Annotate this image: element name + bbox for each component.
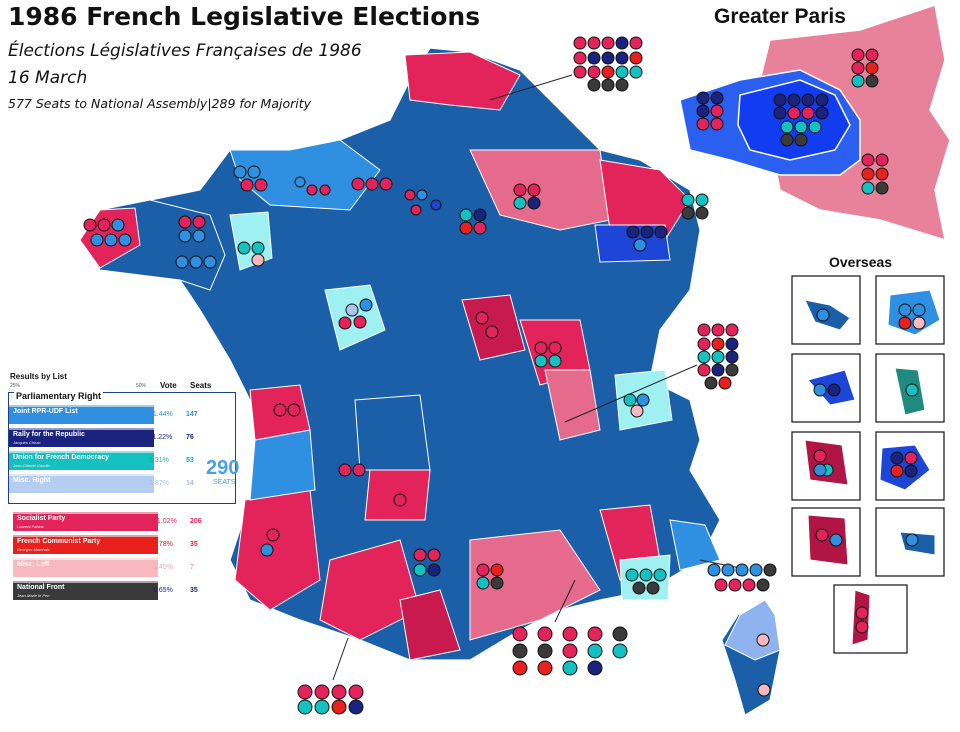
legend-col-vote: Vote: [160, 381, 177, 390]
region-rhone: [544, 369, 601, 441]
right-total-seats: 290: [206, 457, 240, 479]
party-vote-share: 11.22%: [149, 434, 173, 441]
party-seats: 7: [190, 564, 194, 571]
region-lorraine: [599, 159, 691, 241]
party-leader: Jean-Claude Gaudin: [13, 463, 50, 468]
row-bar-strip: [13, 512, 158, 514]
greater-paris-title: Greater Paris: [714, 5, 846, 28]
party-leader: Jean-Marie le Pen: [17, 593, 50, 598]
party-vote-share: 31.02%: [153, 518, 177, 525]
election-date: 16 March: [8, 68, 88, 88]
parliamentary-right-box: Parliamentary Right Joint RPR-UDF List 21…: [8, 391, 240, 504]
party-vote-share: 9.78%: [153, 541, 173, 548]
seats-summary: 577 Seats to National Assembly|289 for M…: [8, 96, 312, 111]
party-vote-share: 3.87%: [149, 480, 169, 487]
callout-lines: [332, 74, 741, 681]
region-languedoc: [469, 529, 601, 641]
party-vote-share: 9.65%: [153, 587, 173, 594]
party-seats: 35: [190, 541, 198, 548]
legend-row: Misc. Right: [9, 474, 154, 493]
legend-row: Misc. Left: [13, 558, 158, 577]
row-bar-strip: [9, 451, 154, 453]
party-seats: 206: [190, 518, 202, 525]
parliamentary-right-title: Parliamentary Right: [14, 391, 104, 401]
row-bar-strip: [13, 558, 158, 560]
legend-row: French Communist Party Georges Marchais: [13, 535, 158, 554]
party-leader: Georges Marchais: [17, 547, 50, 552]
row-bar-strip: [9, 428, 154, 430]
legend-scale-left: 25%: [10, 383, 21, 389]
party-name: French Communist Party: [17, 538, 101, 545]
party-name: Rally for the Republic: [13, 431, 85, 438]
row-bar-strip: [13, 535, 158, 537]
seat-markers: [83, 36, 926, 715]
region-nord: [404, 51, 521, 111]
region-alpes-maritimes: [669, 519, 721, 571]
party-vote-share: 1.45%: [153, 564, 173, 571]
party-seats: 147: [186, 411, 198, 418]
row-bar-strip: [9, 405, 154, 407]
legend-row: National Front Jean-Marie le Pen: [13, 581, 158, 600]
party-name: Union for French Democracy: [13, 454, 110, 461]
page-title: 1986 French Legislative Elections: [8, 2, 481, 31]
legend-row: Rally for the Republic Jacques Chirac: [9, 428, 154, 447]
region-gironde: [249, 429, 316, 501]
party-seats: 35: [190, 587, 198, 594]
legend-scale-right: 50%: [136, 383, 147, 389]
party-name: Misc. Right: [13, 477, 51, 484]
party-vote-share: 21.44%: [149, 411, 173, 418]
party-vote-share: 8.31%: [149, 457, 169, 464]
region-limousin: [354, 394, 431, 471]
legend-row: Union for French Democracy Jean-Claude Ga…: [9, 451, 154, 470]
legend-col-seats: Seats: [190, 381, 212, 390]
party-name: Socialist Party: [17, 515, 66, 522]
party-leader: Jacques Chirac: [13, 440, 41, 445]
legend-header: Results by List: [10, 372, 67, 381]
party-seats: 76: [186, 434, 194, 441]
row-bar-strip: [9, 474, 154, 476]
party-leader: Laurent Fabius: [17, 524, 44, 529]
party-name: Misc. Left: [17, 561, 50, 568]
page-subtitle: Élections Législatives Françaises de 198…: [8, 41, 362, 61]
region-ariege: [399, 589, 461, 661]
party-seats: 14: [186, 480, 194, 487]
row-bar-strip: [13, 581, 158, 583]
party-name: National Front: [17, 584, 65, 591]
overseas-boxes: [791, 275, 945, 654]
legend-row: Joint RPR-UDF List: [9, 405, 154, 424]
right-total-label: SEATS: [213, 479, 236, 486]
overseas-title: Overseas: [829, 254, 893, 270]
region-midi: [319, 539, 421, 641]
legend-row: Socialist Party Laurent Fabius: [13, 512, 158, 531]
party-seats: 53: [186, 457, 194, 464]
party-name: Joint RPR-UDF List: [13, 408, 78, 415]
